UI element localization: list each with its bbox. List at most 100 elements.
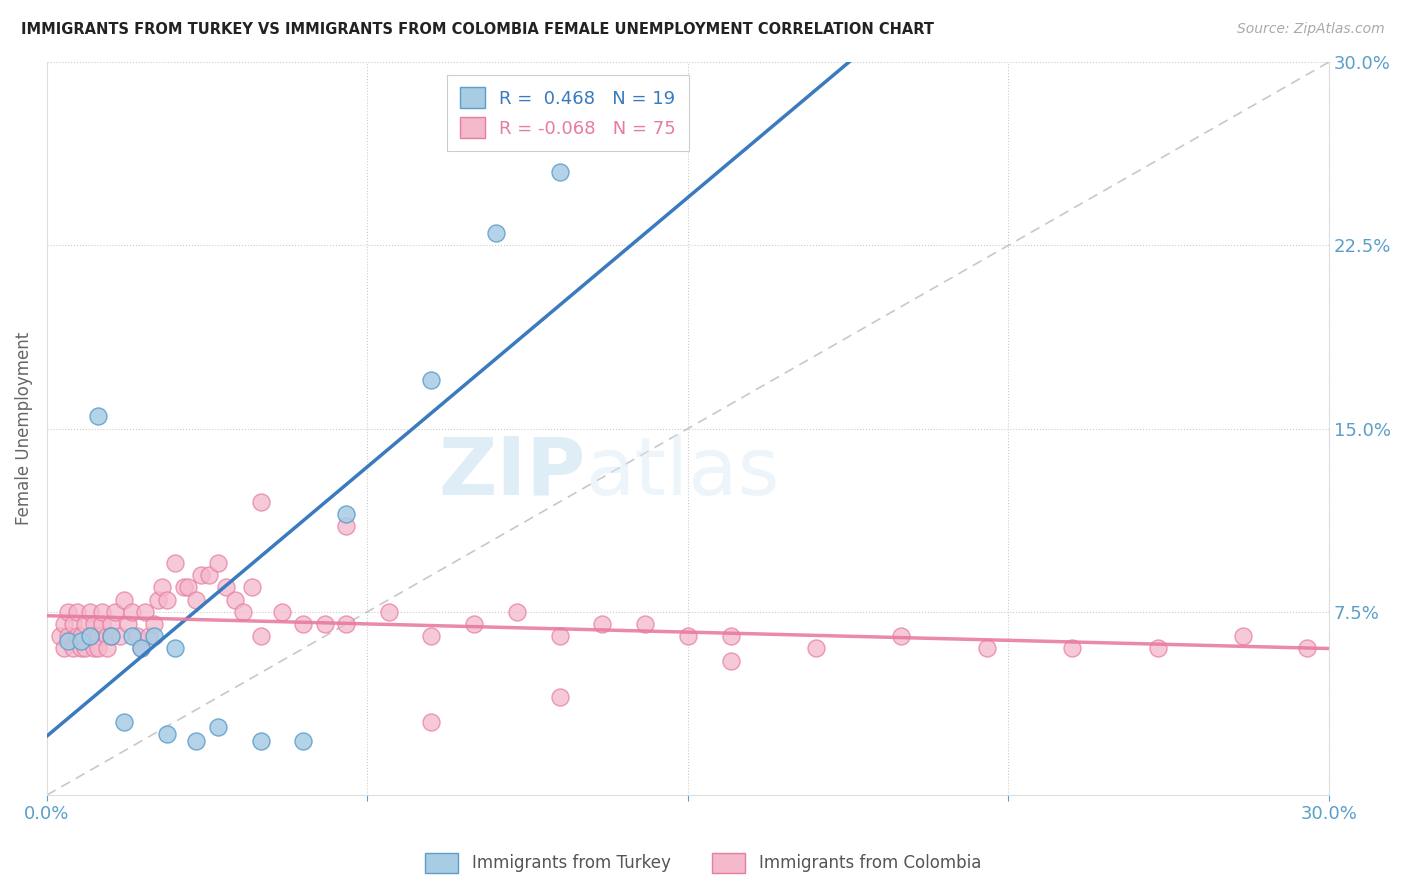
Point xyxy=(249,734,271,748)
Point xyxy=(224,592,246,607)
Point xyxy=(335,519,357,533)
Text: ZIP: ZIP xyxy=(439,434,585,512)
Point xyxy=(186,734,208,748)
Point xyxy=(186,592,208,607)
Point xyxy=(134,605,156,619)
Point xyxy=(207,556,229,570)
Point xyxy=(83,617,105,632)
Point xyxy=(484,226,506,240)
Point xyxy=(108,629,131,643)
Point xyxy=(420,629,443,643)
Point xyxy=(249,629,271,643)
Point xyxy=(87,629,110,643)
Point xyxy=(420,373,443,387)
Point xyxy=(177,581,200,595)
Point xyxy=(121,629,143,643)
Point xyxy=(548,165,571,179)
Point xyxy=(591,617,613,632)
Point xyxy=(70,629,93,643)
Legend: R =  0.468   N = 19, R = -0.068   N = 75: R = 0.468 N = 19, R = -0.068 N = 75 xyxy=(447,75,689,151)
Point xyxy=(48,629,70,643)
Point xyxy=(463,617,485,632)
Point xyxy=(58,605,80,619)
Point xyxy=(62,641,84,656)
Point xyxy=(292,617,315,632)
Point xyxy=(215,581,238,595)
Point xyxy=(335,617,357,632)
Point xyxy=(232,605,254,619)
Point xyxy=(890,629,912,643)
Point xyxy=(249,495,271,509)
Point xyxy=(62,617,84,632)
Point xyxy=(720,629,742,643)
Point xyxy=(138,629,160,643)
Point xyxy=(155,727,177,741)
Point xyxy=(142,617,165,632)
Point xyxy=(121,605,143,619)
Point xyxy=(377,605,399,619)
Point xyxy=(100,617,122,632)
Point xyxy=(150,581,173,595)
Point xyxy=(58,634,80,648)
Point xyxy=(146,592,169,607)
Point xyxy=(129,641,152,656)
Point xyxy=(548,690,571,705)
Point xyxy=(96,641,118,656)
Point xyxy=(335,507,357,521)
Point xyxy=(70,641,93,656)
Point xyxy=(240,581,263,595)
Point xyxy=(190,568,212,582)
Point xyxy=(53,641,76,656)
Point xyxy=(75,641,97,656)
Point xyxy=(66,629,89,643)
Point xyxy=(112,714,135,729)
Point xyxy=(125,629,148,643)
Point xyxy=(58,629,80,643)
Point xyxy=(75,617,97,632)
Point xyxy=(976,641,998,656)
Y-axis label: Female Unemployment: Female Unemployment xyxy=(15,332,32,525)
Point xyxy=(70,634,93,648)
Point xyxy=(676,629,699,643)
Point xyxy=(1062,641,1084,656)
Point xyxy=(804,641,827,656)
Point xyxy=(87,641,110,656)
Point xyxy=(634,617,657,632)
Point xyxy=(1232,629,1254,643)
Text: Source: ZipAtlas.com: Source: ZipAtlas.com xyxy=(1237,22,1385,37)
Legend: Immigrants from Turkey, Immigrants from Colombia: Immigrants from Turkey, Immigrants from … xyxy=(418,847,988,880)
Point xyxy=(548,629,571,643)
Text: atlas: atlas xyxy=(585,434,780,512)
Point xyxy=(91,617,114,632)
Point xyxy=(91,605,114,619)
Point xyxy=(129,641,152,656)
Point xyxy=(83,641,105,656)
Point xyxy=(100,629,122,643)
Text: IMMIGRANTS FROM TURKEY VS IMMIGRANTS FROM COLOMBIA FEMALE UNEMPLOYMENT CORRELATI: IMMIGRANTS FROM TURKEY VS IMMIGRANTS FRO… xyxy=(21,22,934,37)
Point xyxy=(270,605,292,619)
Point xyxy=(420,714,443,729)
Point xyxy=(207,720,229,734)
Point xyxy=(87,409,110,424)
Point xyxy=(53,617,76,632)
Point xyxy=(1147,641,1170,656)
Point xyxy=(117,617,139,632)
Point xyxy=(1296,641,1319,656)
Point xyxy=(100,629,122,643)
Point xyxy=(79,629,101,643)
Point xyxy=(198,568,221,582)
Point xyxy=(155,592,177,607)
Point xyxy=(292,734,315,748)
Point xyxy=(104,605,127,619)
Point xyxy=(165,641,187,656)
Point xyxy=(506,605,529,619)
Point xyxy=(112,592,135,607)
Point xyxy=(66,605,89,619)
Point xyxy=(79,605,101,619)
Point xyxy=(96,629,118,643)
Point xyxy=(165,556,187,570)
Point xyxy=(314,617,336,632)
Point xyxy=(720,654,742,668)
Point xyxy=(79,629,101,643)
Point xyxy=(173,581,195,595)
